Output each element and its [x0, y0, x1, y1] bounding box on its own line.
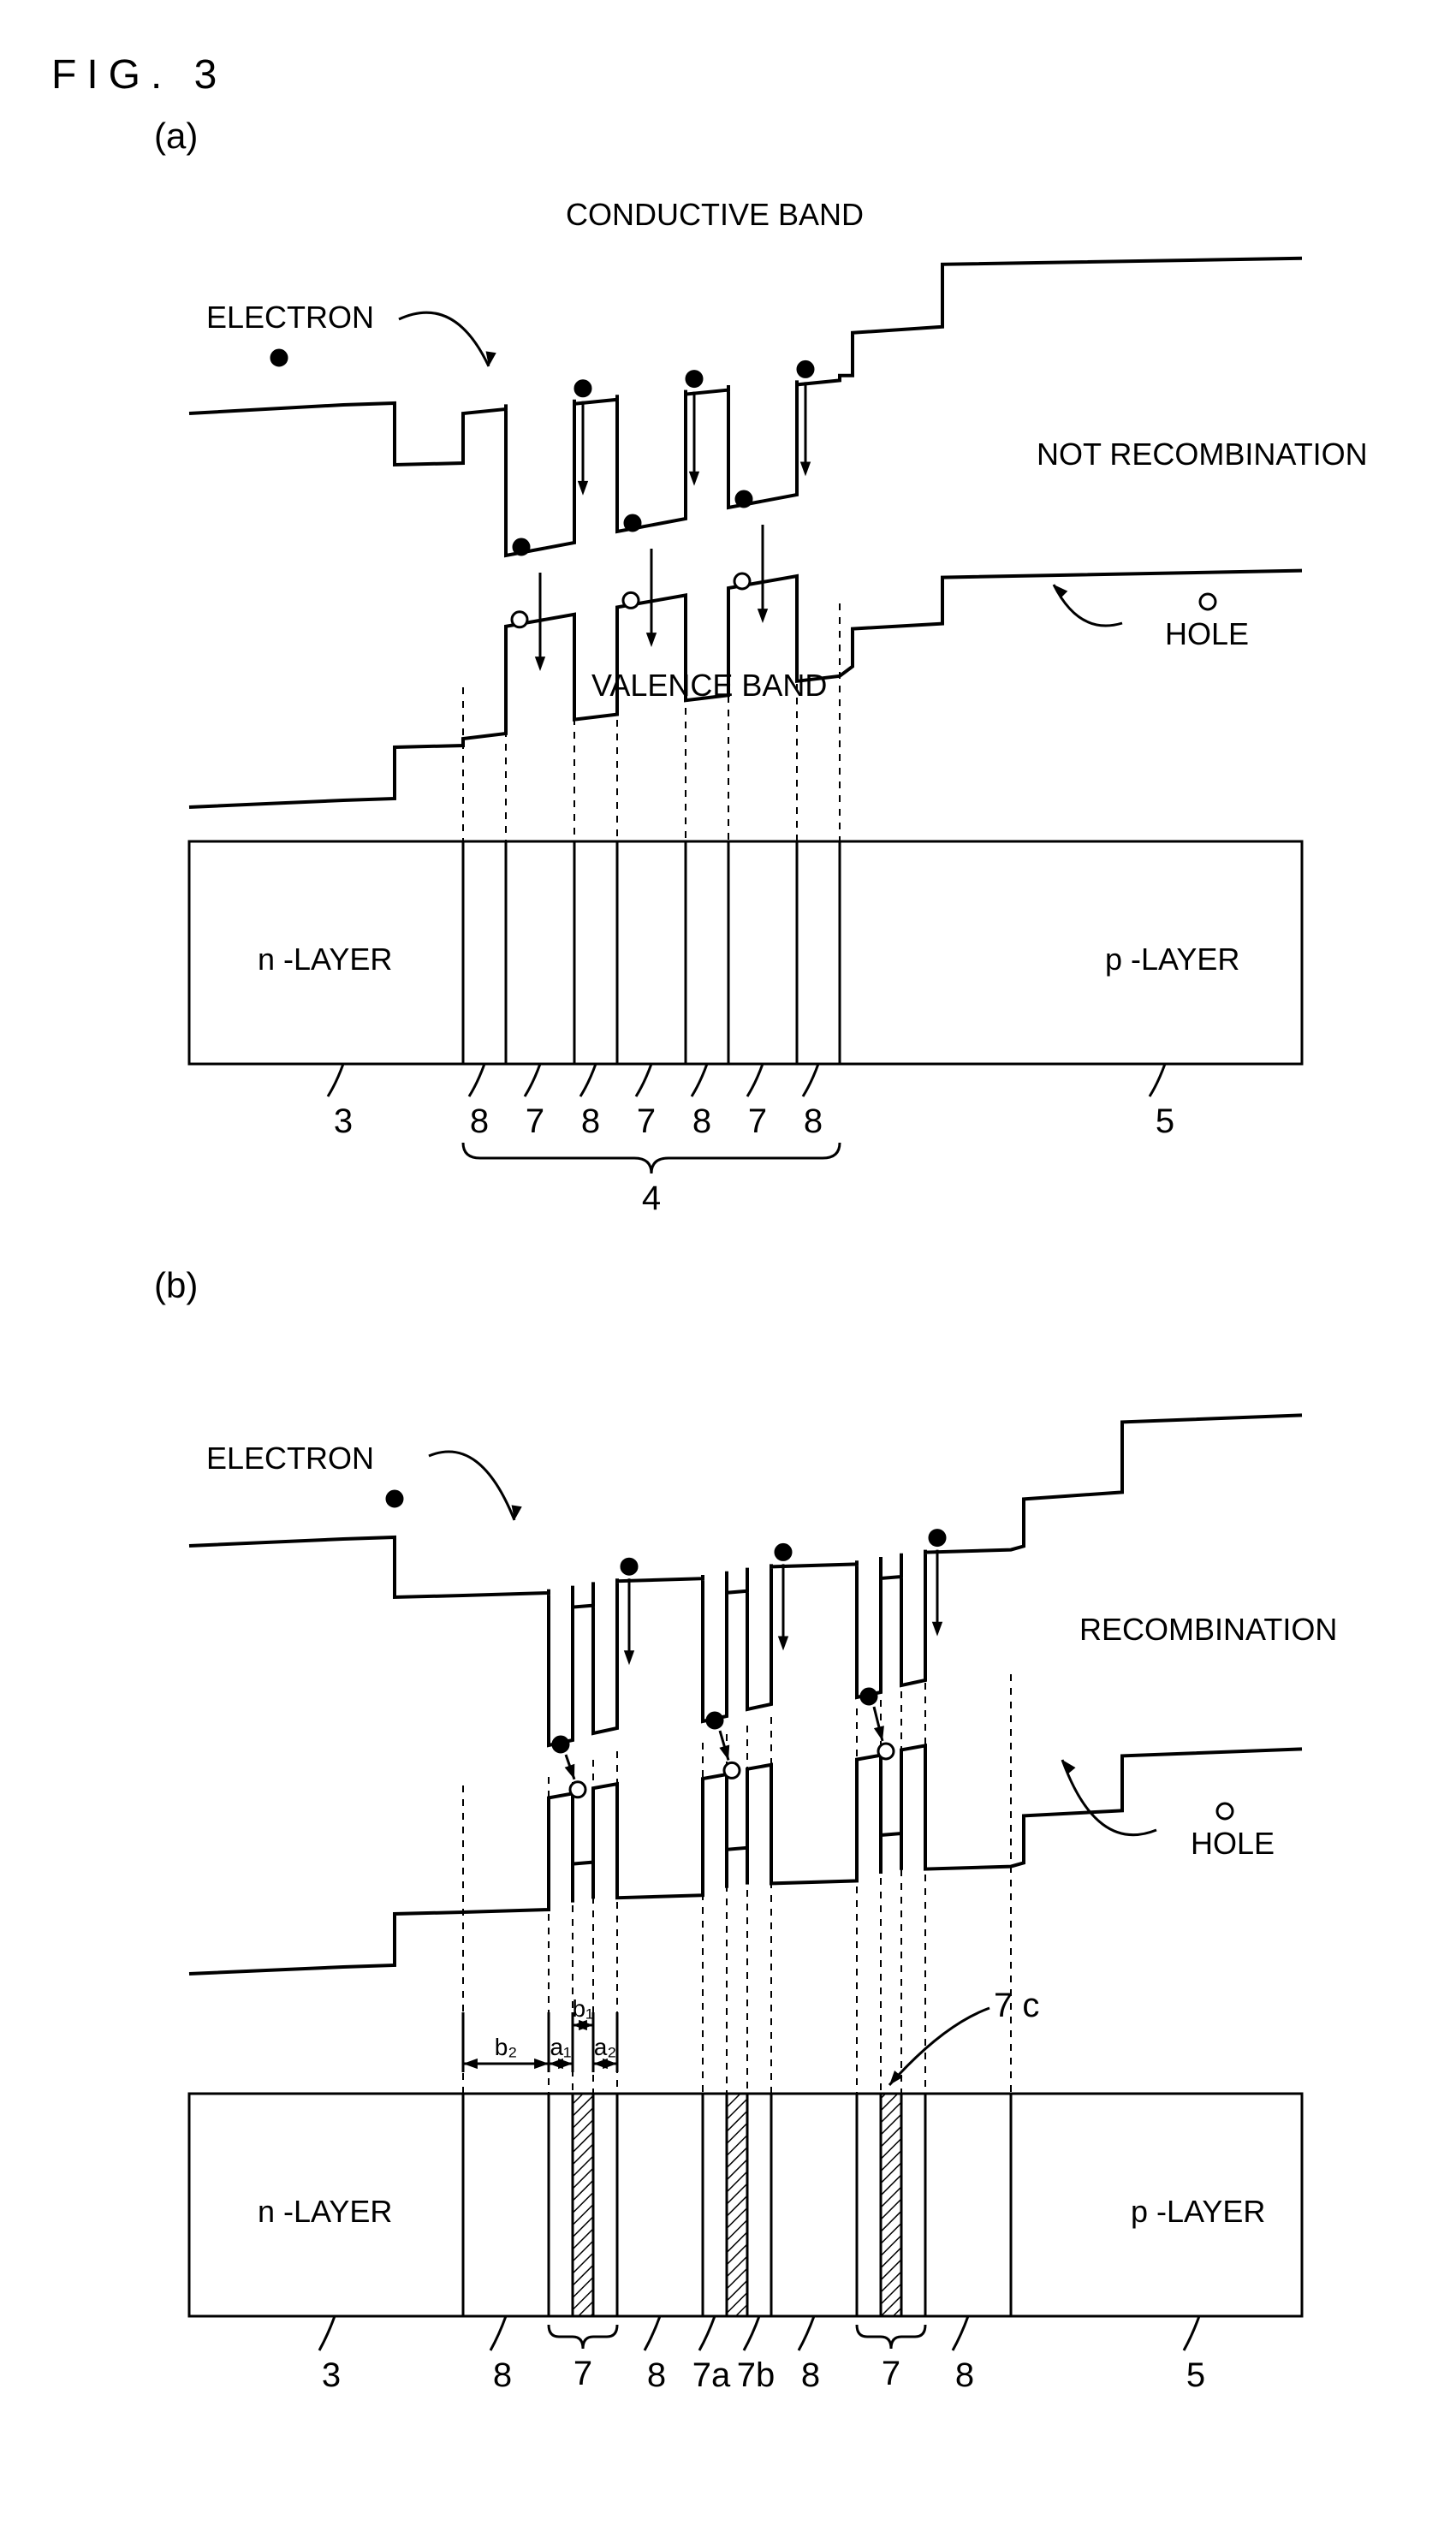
svg-text:7a: 7a — [692, 2356, 730, 2394]
svg-text:7: 7 — [525, 1102, 544, 1140]
svg-text:8: 8 — [646, 2356, 665, 2394]
svg-text:HOLE: HOLE — [1165, 616, 1249, 651]
panel-b-sub: (b) — [154, 1265, 1405, 1306]
svg-text:8: 8 — [800, 2356, 819, 2394]
svg-text:8: 8 — [580, 1102, 599, 1140]
svg-text:p -LAYER: p -LAYER — [1131, 2194, 1265, 2229]
svg-text:8: 8 — [692, 1102, 710, 1140]
svg-text:b₂: b₂ — [494, 2034, 516, 2060]
svg-text:n -LAYER: n -LAYER — [258, 2194, 392, 2229]
svg-text:HOLE: HOLE — [1191, 1826, 1275, 1861]
svg-text:a₂: a₂ — [593, 2034, 615, 2060]
figure-title: FIG. 3 — [51, 51, 1405, 98]
svg-text:5: 5 — [1186, 2356, 1204, 2394]
svg-text:7: 7 — [573, 2355, 591, 2392]
svg-text:WELL LAYER: WELL LAYER — [412, 1226, 602, 1227]
svg-text:7: 7 — [881, 2355, 900, 2392]
svg-text:RECOMBINATION: RECOMBINATION — [1079, 1612, 1337, 1647]
svg-text:8: 8 — [803, 1102, 822, 1140]
svg-text:NOT RECOMBINATION: NOT RECOMBINATION — [1037, 437, 1368, 472]
svg-text:n -LAYER: n -LAYER — [258, 942, 392, 977]
svg-text:a₁: a₁ — [550, 2034, 571, 2060]
panel-a: n -LAYER p -LAYER CONDUCTIVE BAND ELECTRON N… — [86, 157, 1370, 1231]
svg-text:ELECTRON: ELECTRON — [206, 1441, 374, 1476]
svg-text:VALENCE BAND: VALENCE BAND — [591, 668, 827, 703]
svg-text:BARRIER LAYER: BARRIER LAYER — [788, 1226, 1032, 1227]
svg-text:3: 3 — [321, 2356, 340, 2394]
panel-a-sub: (a) — [154, 116, 1405, 157]
svg-text:7 c: 7 c — [994, 1987, 1039, 2024]
svg-text:4: 4 — [641, 1179, 660, 1217]
svg-text:8: 8 — [492, 2356, 511, 2394]
svg-text:5: 5 — [1155, 1102, 1174, 1140]
svg-text:b₁: b₁ — [572, 1995, 593, 2022]
svg-text:7: 7 — [747, 1102, 766, 1140]
svg-text:ELECTRON: ELECTRON — [206, 300, 374, 335]
svg-text:7b: 7b — [736, 2356, 775, 2394]
svg-text:8: 8 — [954, 2356, 973, 2394]
svg-text:8: 8 — [469, 1102, 488, 1140]
panel-b: n -LAYER p -LAYER ELECTRON RECOMBINATION HOL… — [86, 1306, 1370, 2457]
svg-text:CONDUCTIVE BAND: CONDUCTIVE BAND — [566, 197, 864, 232]
svg-text:p -LAYER: p -LAYER — [1105, 942, 1239, 977]
svg-text:3: 3 — [333, 1102, 352, 1140]
svg-text:7: 7 — [636, 1102, 655, 1140]
